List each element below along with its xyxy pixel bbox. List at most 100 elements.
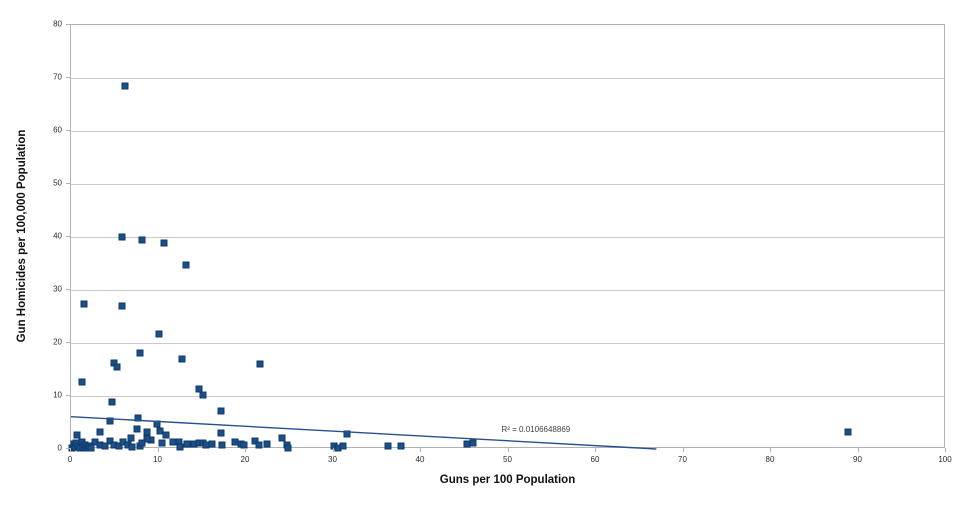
- data-point: [176, 443, 184, 451]
- y-tick-mark: [66, 183, 70, 184]
- data-point: [128, 443, 136, 451]
- data-point: [143, 435, 151, 443]
- data-point: [121, 82, 129, 90]
- data-point: [106, 437, 113, 445]
- data-point: [143, 428, 151, 436]
- data-point: [127, 434, 135, 442]
- data-point: [101, 442, 109, 450]
- data-point: [240, 441, 248, 449]
- y-tick-label: 80: [53, 19, 62, 29]
- data-point: [108, 398, 116, 406]
- data-point: [208, 440, 216, 448]
- y-tick-label: 70: [53, 72, 62, 82]
- data-point: [256, 360, 264, 368]
- data-point: [155, 330, 162, 338]
- data-point: [113, 363, 121, 371]
- gridline: [71, 396, 944, 397]
- x-tick-label: 80: [765, 455, 775, 464]
- data-point: [469, 439, 477, 447]
- data-point: [218, 441, 225, 449]
- data-point: [284, 444, 292, 452]
- data-point: [343, 430, 351, 438]
- y-tick-label: 0: [57, 443, 62, 453]
- data-point: [178, 355, 186, 363]
- data-point: [255, 441, 263, 449]
- x-tick-label: 30: [328, 455, 337, 464]
- y-tick-label: 20: [53, 337, 62, 347]
- x-axis-title: Guns per 100 Population: [439, 474, 576, 486]
- x-tick-label: 0: [67, 455, 73, 464]
- x-tick-mark: [945, 448, 946, 452]
- x-tick-mark: [332, 448, 334, 452]
- x-tick-mark: [70, 448, 71, 452]
- y-tick-mark: [66, 342, 70, 343]
- y-tick-label: 50: [53, 178, 62, 188]
- x-tick-mark: [770, 448, 771, 452]
- data-point: [251, 437, 259, 445]
- gridline: [71, 343, 944, 344]
- y-tick-label: 60: [53, 125, 62, 135]
- data-point: [96, 428, 104, 435]
- data-point: [136, 349, 144, 357]
- y-tick-label: 40: [53, 231, 62, 241]
- data-point: [844, 428, 852, 436]
- data-point: [199, 391, 207, 399]
- y-tick-mark: [66, 395, 70, 396]
- x-tick-label: 70: [678, 455, 687, 464]
- data-point: [182, 261, 190, 269]
- y-axis-title: Gun Homicides per 100,000 Population: [16, 129, 28, 343]
- data-point: [195, 385, 203, 393]
- x-tick-label: 100: [938, 455, 952, 464]
- data-point: [80, 300, 88, 308]
- data-point: [156, 427, 164, 435]
- x-tick-label: 50: [503, 455, 512, 464]
- gridline: [71, 290, 944, 291]
- y-tick-mark: [66, 289, 70, 290]
- x-tick-mark: [857, 448, 859, 452]
- data-point: [158, 439, 166, 447]
- y-tick-mark: [66, 130, 70, 131]
- x-tick-label: 60: [590, 455, 600, 464]
- data-point: [278, 434, 286, 442]
- y-tick-label: 10: [53, 390, 62, 400]
- x-tick-label: 40: [415, 455, 425, 464]
- data-point: [397, 442, 405, 450]
- x-tick-mark: [157, 448, 159, 452]
- data-point: [162, 431, 169, 439]
- trendline: [70, 415, 657, 450]
- x-tick-mark: [595, 448, 596, 452]
- x-tick-label: 20: [240, 455, 250, 464]
- x-tick-label: 90: [853, 455, 862, 464]
- data-point: [384, 442, 392, 450]
- data-point: [134, 414, 142, 422]
- data-point: [160, 239, 168, 247]
- x-tick-mark: [245, 448, 246, 452]
- data-point: [78, 378, 86, 386]
- x-tick-mark: [420, 448, 421, 452]
- y-tick-label: 30: [53, 284, 62, 294]
- x-tick-label: 10: [153, 455, 162, 464]
- data-point: [118, 302, 126, 310]
- y-tick-mark: [66, 236, 70, 237]
- gridline: [71, 78, 944, 79]
- data-point: [138, 236, 146, 244]
- plot-area: R² = 0.0106648869: [68, 24, 945, 452]
- gridline: [71, 237, 944, 238]
- r-squared-label: R² = 0.0106648869: [501, 424, 571, 434]
- x-tick-mark: [507, 448, 509, 452]
- data-point: [263, 440, 271, 448]
- data-point: [118, 233, 126, 241]
- gridline: [71, 184, 944, 185]
- x-tick-mark: [682, 448, 684, 452]
- data-point: [133, 425, 141, 433]
- y-tick-mark: [66, 448, 70, 449]
- data-point: [138, 439, 146, 447]
- data-point: [217, 429, 225, 437]
- data-point: [73, 431, 81, 439]
- y-tick-mark: [66, 24, 70, 25]
- y-tick-mark: [66, 77, 70, 78]
- data-point: [339, 442, 347, 450]
- gridline: [71, 131, 944, 132]
- data-point: [217, 407, 225, 415]
